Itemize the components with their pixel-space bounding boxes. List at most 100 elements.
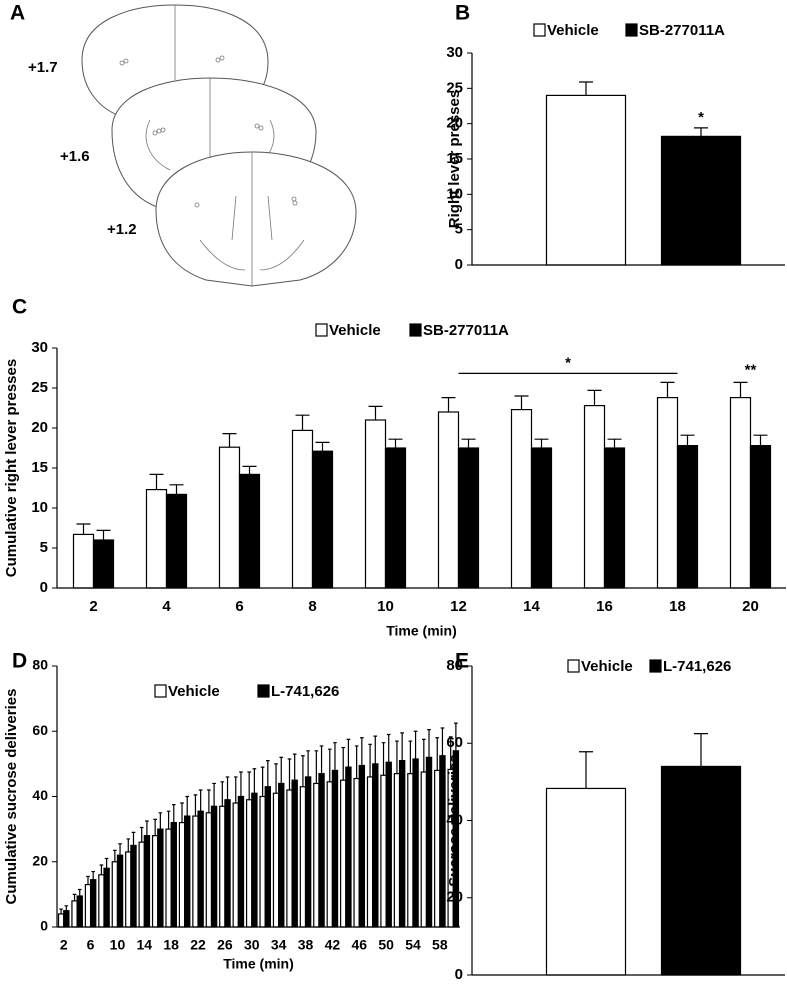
error-bar (301, 755, 305, 787)
error-bar (212, 782, 216, 807)
error-bar (247, 771, 252, 800)
bar (170, 821, 177, 928)
bar (603, 447, 626, 589)
legend-swatch (315, 323, 328, 337)
y-tick-label: 20 (32, 852, 48, 868)
x-tick-label: 54 (405, 937, 421, 953)
legend-swatch (257, 684, 270, 698)
bar (224, 799, 231, 928)
bar (205, 812, 213, 928)
error-bar (239, 771, 243, 797)
legend-label: Vehicle (329, 322, 381, 339)
section-level: +1.6 (60, 148, 90, 165)
y-tick-label: 60 (32, 722, 48, 738)
y-tick-label: 25 (31, 379, 48, 396)
bar (71, 900, 78, 928)
error-bar (193, 794, 198, 817)
error-bar (694, 732, 708, 767)
legend-label: L-741,626 (271, 683, 339, 700)
bar (92, 539, 115, 589)
brain-sections (81, 4, 357, 287)
legend-label: Vehicle (547, 22, 599, 39)
legend-label: Vehicle (168, 683, 220, 700)
bar (178, 821, 186, 928)
error-bar (158, 812, 163, 830)
bar (184, 815, 191, 928)
bar (103, 867, 110, 928)
bar (84, 883, 92, 928)
bar (311, 450, 334, 589)
bar (291, 429, 314, 589)
error-bar (274, 763, 278, 794)
bar (57, 913, 65, 928)
y-tick-label: 10 (446, 185, 463, 202)
y-tick-label: 30 (446, 44, 463, 61)
bar (656, 397, 679, 589)
y-tick-label: 30 (31, 339, 48, 356)
bar (660, 765, 742, 976)
error-bar (220, 781, 225, 807)
error-bar (395, 740, 399, 774)
error-bar (514, 395, 529, 410)
legend-swatch (625, 23, 638, 37)
error-bar (314, 750, 319, 784)
bar (407, 773, 414, 928)
error-bar (113, 849, 117, 862)
error-bar (381, 742, 386, 776)
error-bar (360, 737, 364, 766)
x-tick-label: 10 (110, 937, 126, 953)
panel-label: E (455, 650, 469, 673)
error-bar (149, 473, 164, 490)
panel-label: A (10, 2, 25, 25)
annotation: * (565, 354, 571, 371)
bar (437, 411, 460, 589)
y-tick-label: 25 (446, 79, 463, 96)
bar (143, 835, 151, 928)
error-bar (587, 389, 602, 406)
bar (219, 805, 226, 928)
error-bar (333, 742, 337, 771)
bar (380, 774, 387, 928)
y-tick-label: 80 (446, 657, 463, 674)
bar (232, 802, 239, 928)
error-bar (386, 733, 391, 763)
error-bar (441, 397, 456, 412)
x-tick-label: 18 (163, 937, 179, 953)
bar (366, 776, 374, 928)
error-bar (579, 751, 593, 789)
error-bar (346, 738, 351, 768)
error-bar (96, 529, 111, 540)
bar (358, 764, 366, 928)
y-axis-label: Sucrose deliveries (446, 754, 463, 887)
bar (130, 844, 137, 928)
y-tick-label: 20 (31, 419, 48, 436)
x-tick-label: 22 (190, 937, 206, 953)
x-tick-label: 42 (325, 937, 341, 953)
error-bar (448, 736, 453, 770)
error-bar (408, 740, 413, 774)
error-bar (315, 441, 330, 452)
bar (264, 786, 272, 928)
error-bar (59, 908, 63, 914)
x-tick-label: 38 (298, 937, 314, 953)
bar (545, 94, 627, 266)
bar (89, 879, 97, 928)
x-axis-label: Time (min) (386, 623, 457, 639)
bar (434, 769, 441, 928)
error-bar (185, 795, 190, 817)
error-bar (660, 381, 675, 398)
legend-swatch (154, 684, 167, 698)
x-tick-label: 16 (596, 598, 613, 615)
error-bar (118, 843, 122, 856)
bar (278, 782, 285, 928)
bar (192, 815, 199, 928)
legend-label: Vehicle (581, 658, 633, 675)
y-tick-label: 5 (455, 221, 463, 238)
bar (412, 758, 419, 928)
error-bar (126, 838, 131, 852)
bar (98, 874, 105, 928)
bar (439, 755, 446, 928)
x-tick-label: 6 (235, 598, 243, 615)
error-bar (169, 484, 184, 495)
